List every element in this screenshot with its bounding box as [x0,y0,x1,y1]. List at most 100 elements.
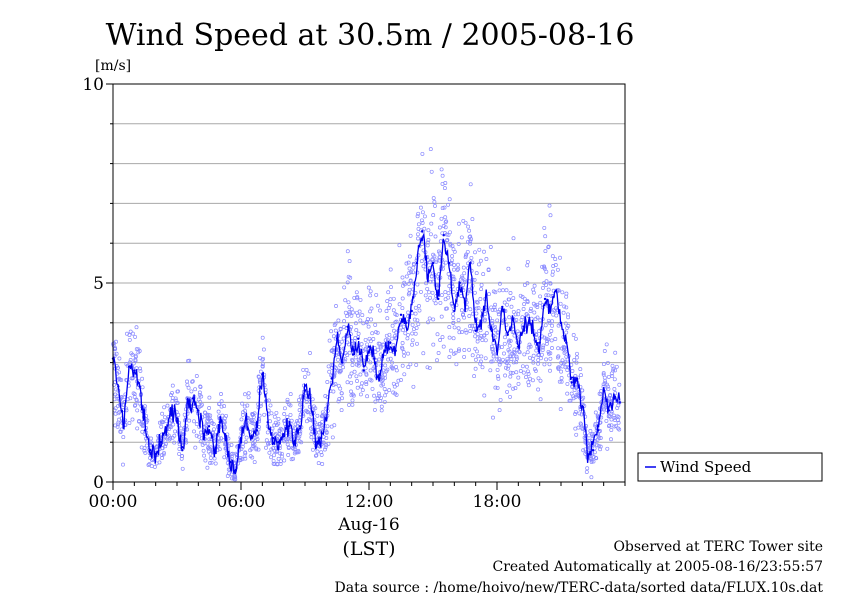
sample-point [129,351,134,356]
sample-point [461,283,465,287]
sample-point [483,356,488,361]
sample-point [528,344,533,349]
sample-point [556,365,561,370]
sample-point [319,450,324,455]
sample-point [606,386,611,391]
wind-speed-point [133,369,136,372]
sample-point [604,418,609,423]
sample-point [251,441,255,446]
sample-point [356,363,361,368]
sample-point [172,433,177,438]
sample-point [196,397,201,402]
wind-speed-point [410,309,413,313]
sample-point [197,404,202,409]
sample-point [468,324,472,329]
sample-point [286,453,291,457]
sample-point [615,414,620,419]
sample-point [507,297,512,302]
sample-point [406,351,410,356]
sample-point [579,373,583,378]
wind-speed-point [479,321,483,324]
sample-point [548,368,552,373]
sample-point [192,419,196,424]
sample-point [597,406,602,411]
sample-point [505,356,510,361]
sample-point [286,445,291,450]
sample-point [209,460,214,465]
wind-speed-point [586,452,589,456]
sample-point [481,272,486,277]
sample-point [353,321,358,326]
sample-point [138,368,143,373]
sample-point [475,336,480,341]
sample-point [382,387,387,391]
sample-point [556,365,560,370]
sample-point [394,364,399,369]
sample-point [509,304,514,309]
sample-point [394,313,399,317]
sample-point [230,451,235,456]
sample-point [279,451,284,456]
sample-point [347,305,352,310]
sample-point [541,345,545,350]
sample-point [291,446,296,451]
sample-point [217,447,222,452]
sample-point [308,351,312,355]
sample-point [248,429,253,434]
sample-point [149,436,153,441]
sample-point [616,420,621,425]
sample-point [428,295,433,300]
wind-speed-point [399,313,403,316]
sample-point [495,374,500,379]
wind-speed-point [117,385,120,388]
sample-point [510,330,515,334]
sample-point [511,350,516,355]
sample-point [272,414,277,419]
sample-point [336,399,341,404]
sample-point [170,390,174,395]
sample-point [533,303,538,308]
sample-point [252,460,257,465]
sample-point [476,306,481,310]
sample-point [420,151,425,156]
sample-point [211,439,216,444]
sample-point [507,383,512,388]
sample-point [514,354,519,359]
sample-point [222,404,227,409]
sample-point [387,388,392,393]
sample-point [444,219,449,224]
sample-point [540,264,545,269]
sample-point [612,413,616,418]
sample-point [210,420,215,425]
sample-point [462,278,467,283]
sample-point [411,384,416,389]
sample-point [564,294,569,299]
sample-point [561,344,566,349]
sample-point [565,325,570,330]
wind-speed-point [554,289,557,293]
sample-point [310,406,315,411]
sample-point [309,426,313,431]
sample-point [451,316,456,320]
sample-point [163,444,168,449]
sample-point [267,450,272,455]
sample-point [592,446,597,451]
sample-point [588,429,593,433]
sample-point [392,333,397,338]
sample-point [439,216,444,221]
sample-point [442,186,447,191]
sample-point [167,437,172,442]
sample-point [115,365,120,370]
sample-point [194,422,199,427]
sample-point [459,330,464,335]
sample-point [573,336,578,341]
sample-point [304,408,309,413]
sample-point [204,422,209,427]
sample-point [580,388,585,393]
sample-point [425,286,430,291]
sample-point [251,415,256,419]
sample-point [558,255,562,260]
sample-point [157,460,162,465]
sample-point [409,270,414,275]
sample-point [456,241,461,246]
